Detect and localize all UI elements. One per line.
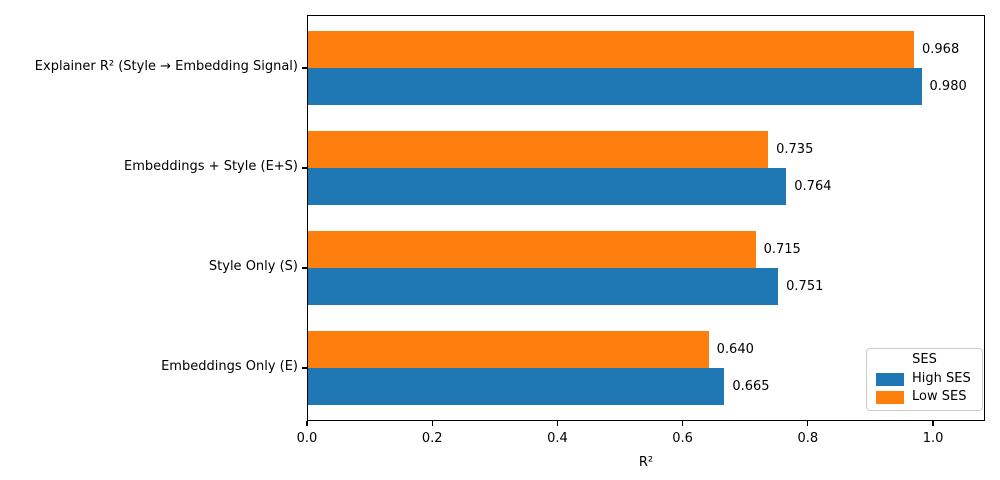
legend-swatch-high-ses <box>876 372 904 386</box>
x-tick-label: 0.4 <box>547 431 568 446</box>
y-tick-mark <box>302 367 307 369</box>
x-tick-label: 0.2 <box>421 431 443 446</box>
y-tick-mark <box>302 67 307 69</box>
y-category-label: Embeddings Only (E) <box>161 359 298 374</box>
y-category-label: Explainer R² (Style → Embedding Signal) <box>34 59 298 74</box>
x-tick-mark <box>807 421 809 426</box>
bar-value-label: 0.735 <box>776 141 814 157</box>
bar-value-label: 0.980 <box>929 78 967 94</box>
legend-item-high-ses: High SES <box>867 372 982 386</box>
bar-high-ses <box>308 267 779 305</box>
bar-low-ses <box>308 30 914 68</box>
x-tick-label: 0.0 <box>296 431 318 446</box>
bar-high-ses <box>308 367 725 405</box>
x-tick-mark <box>681 421 684 426</box>
bar-value-label: 0.640 <box>716 341 754 357</box>
bar-low-ses <box>308 130 769 168</box>
x-tick-mark <box>556 421 559 426</box>
bar-value-label: 0.751 <box>786 278 824 294</box>
x-tick-mark <box>932 421 934 426</box>
bar-low-ses <box>308 330 709 368</box>
y-category-label: Style Only (S) <box>208 259 298 274</box>
bar-value-label: 0.665 <box>732 378 770 394</box>
bar-high-ses <box>308 67 922 105</box>
legend-label-high-ses: High SES <box>912 371 971 386</box>
y-tick-mark <box>302 167 307 169</box>
legend: SES High SES Low SES <box>866 348 983 411</box>
legend-title: SES <box>912 352 937 367</box>
x-tick-mark <box>431 421 433 426</box>
bar-high-ses <box>308 167 787 205</box>
y-category-label: Embeddings + Style (E+S) <box>124 159 298 174</box>
x-tick-label: 0.8 <box>797 431 819 446</box>
legend-swatch-low-ses <box>876 390 904 404</box>
bar-value-label: 0.764 <box>794 178 832 194</box>
bar-value-label: 0.968 <box>922 41 960 57</box>
y-tick-mark <box>302 267 307 269</box>
x-axis-title: R² <box>638 455 654 470</box>
bar-low-ses <box>308 230 756 268</box>
x-tick-label: 1.0 <box>922 431 944 446</box>
bar-value-label: 0.715 <box>763 241 801 257</box>
x-tick-label: 0.6 <box>672 431 693 446</box>
legend-item-low-ses: Low SES <box>867 390 982 404</box>
plot-area: 0.968 0.980 0.735 0.764 0.715 0.751 0.640 0.665 <box>307 15 985 421</box>
x-tick-mark <box>306 421 308 426</box>
legend-label-low-ses: Low SES <box>912 389 967 404</box>
